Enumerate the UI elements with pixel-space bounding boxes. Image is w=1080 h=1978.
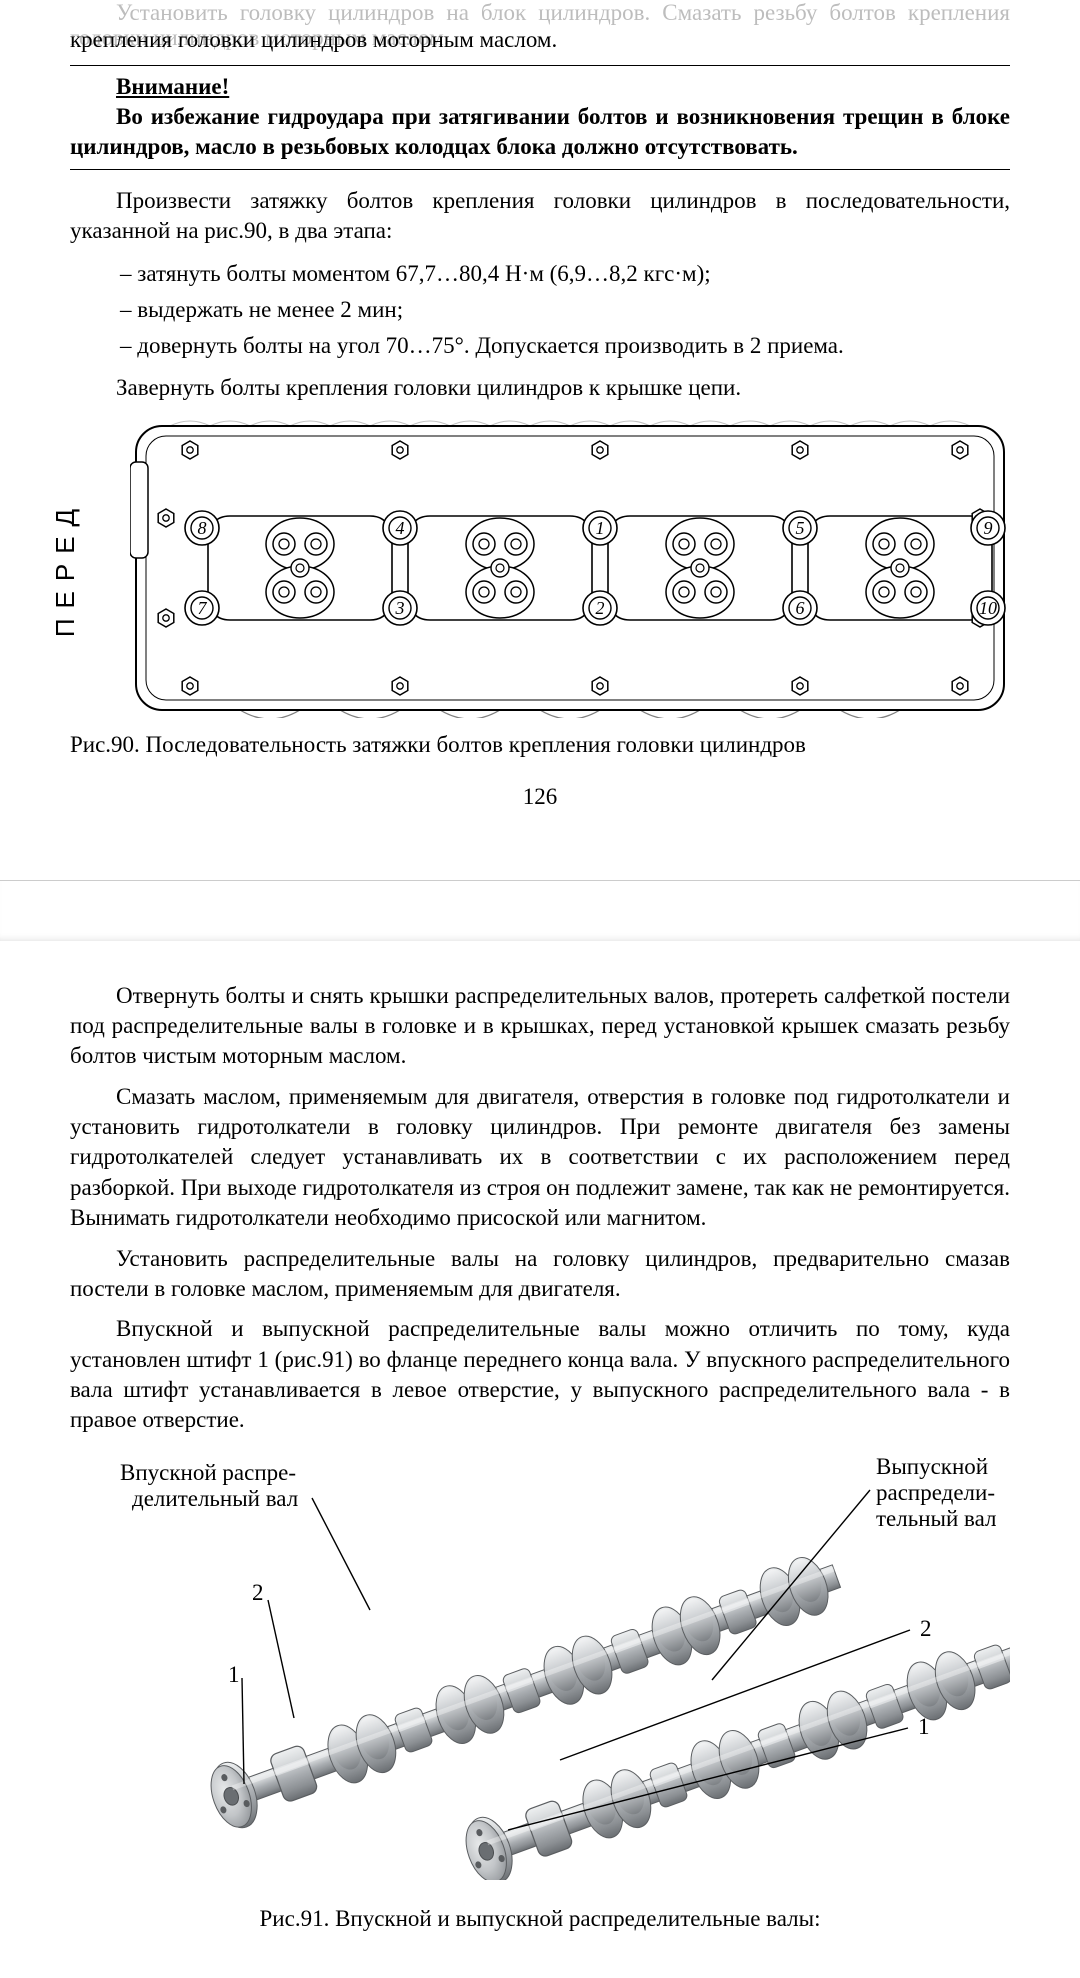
- figure-91-caption: Рис.91. Впускной и выпускной распределит…: [70, 1906, 1010, 1932]
- figure-90: ПЕРЕД: [70, 418, 1010, 718]
- fig91-left-1: 1: [228, 1662, 240, 1687]
- page-number: 126: [70, 784, 1010, 810]
- fig91-right-1: 1: [918, 1714, 930, 1739]
- paragraph-p2-2: Смазать маслом, применяемым для двигател…: [70, 1082, 1010, 1234]
- list-item: затянуть болты моментом 67,7…80,4 Н·м (6…: [70, 256, 1010, 292]
- page-break: [0, 880, 1080, 941]
- bolt-num: 8: [198, 518, 207, 538]
- list-item: выдержать не менее 2 мин;: [70, 292, 1010, 328]
- figure-90-caption: Рис.90. Последовательность затяжки болто…: [70, 732, 1010, 758]
- paragraph-p2-3: Установить распределительные валы на гол…: [70, 1244, 1010, 1305]
- bolt-num: 2: [596, 598, 605, 618]
- figure-90-side-label: ПЕРЕД: [50, 499, 81, 637]
- fig91-left-label-2: делительный вал: [132, 1486, 298, 1511]
- steps-list: затянуть болты моментом 67,7…80,4 Н·м (6…: [70, 256, 1010, 363]
- fig91-right-2: 2: [920, 1616, 932, 1641]
- page-126: Установить головку цилиндров на блок цил…: [0, 0, 1080, 850]
- bolt-num: 9: [984, 518, 993, 538]
- fig91-left-label-1: Впускной распре-: [120, 1460, 296, 1485]
- figure-91: Впускной распре- делительный вал Выпускн…: [70, 1450, 1010, 1880]
- bolt-num: 6: [796, 598, 805, 618]
- warning-body: Во избежание гидроудара при затягивании …: [70, 102, 1010, 163]
- fig91-right-label-3: тельный вал: [876, 1506, 997, 1531]
- paragraph-p2-1: Отвернуть болты и снять крышки распредел…: [70, 981, 1010, 1072]
- bolt-num: 10: [979, 598, 997, 618]
- paragraph-sequence: Произвести затяжку болтов крепления голо…: [70, 186, 1010, 247]
- bolt-num: 4: [396, 518, 405, 538]
- bolt-num: 5: [796, 518, 805, 538]
- text: выдержать не менее 2 мин;: [137, 297, 403, 322]
- fig91-left-2: 2: [252, 1580, 264, 1605]
- paragraph-cover: Завернуть болты крепления головки цилинд…: [70, 373, 1010, 403]
- paragraph-p2-4: Впускной и выпускной распределительные в…: [70, 1314, 1010, 1435]
- warning-title: Внимание!: [116, 74, 1010, 100]
- fig91-right-label-2: распредели-: [876, 1480, 995, 1505]
- bolt-num: 1: [596, 518, 605, 538]
- warning-block: Внимание! Во избежание гидроудара при за…: [70, 65, 1010, 170]
- paragraph-top-visible: крепления головки цилиндров моторным мас…: [70, 25, 1010, 55]
- fig91-right-label-1: Выпускной: [876, 1454, 988, 1479]
- page-127: Отвернуть болты и снять крышки распредел…: [0, 981, 1080, 1978]
- text: затянуть болты моментом 67,7…80,4 Н·м (6…: [137, 261, 710, 286]
- bolt-num: 3: [395, 598, 405, 618]
- figure-90-svg: 8 4 1 5 9 7 3 2 6 10: [130, 418, 1010, 718]
- list-item: довернуть болты на угол 70…75°. Допускае…: [70, 328, 1010, 364]
- figure-91-svg: Впускной распре- делительный вал Выпускн…: [70, 1450, 1010, 1880]
- text: довернуть болты на угол 70…75°. Допускае…: [137, 333, 844, 358]
- bolt-num: 7: [198, 598, 208, 618]
